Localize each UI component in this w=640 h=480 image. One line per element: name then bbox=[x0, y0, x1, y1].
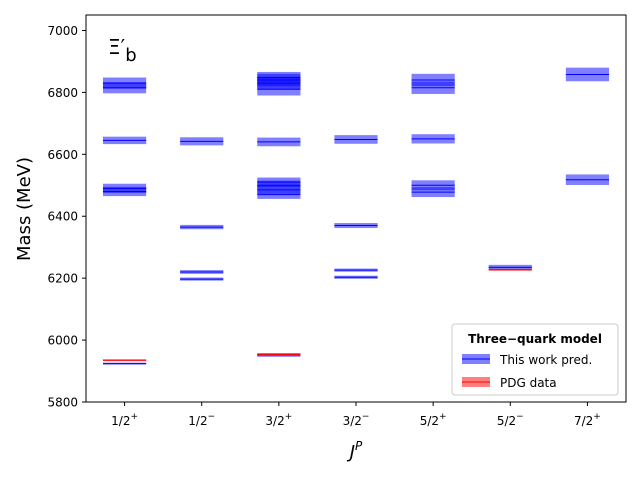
data-marks bbox=[102, 67, 610, 365]
x-tick-label-parity: − bbox=[208, 412, 216, 422]
legend: Three−quark model This work pred. PDG da… bbox=[451, 323, 619, 396]
x-tick-label: 3/2+ bbox=[265, 412, 292, 428]
x-tick-label-parity: + bbox=[130, 412, 138, 422]
y-axis: 5800 6000 6200 6400 6600 6800 7000 bbox=[47, 24, 86, 410]
x-tick-label-base: 5/2 bbox=[420, 414, 439, 428]
x-tick-label-base: 7/2 bbox=[574, 414, 593, 428]
legend-label-prediction: This work pred. bbox=[499, 353, 592, 367]
x-tick-label-base: 1/2 bbox=[111, 414, 130, 428]
x-tick-label: 1/2+ bbox=[111, 412, 138, 428]
x-axis-label: JP bbox=[347, 439, 363, 463]
y-axis-label: Mass (MeV) bbox=[14, 157, 35, 261]
x-tick-label-parity: + bbox=[285, 412, 293, 422]
particle-label: Ξ′b bbox=[108, 35, 137, 66]
y-tick-label: 6800 bbox=[47, 86, 78, 100]
x-tick-label: 5/2+ bbox=[420, 412, 447, 428]
y-tick-label: 6400 bbox=[47, 210, 78, 224]
x-tick-label-parity: − bbox=[362, 412, 370, 422]
x-tick-label: 1/2− bbox=[188, 412, 215, 428]
x-tick-label: 3/2− bbox=[343, 412, 370, 428]
x-tick-label-parity: − bbox=[516, 412, 524, 422]
x-tick-label-base: 5/2 bbox=[497, 414, 516, 428]
x-axis-label-superscript: P bbox=[355, 439, 363, 453]
legend-box bbox=[451, 323, 619, 396]
x-tick-label-base: 3/2 bbox=[343, 414, 362, 428]
y-tick-label: 6200 bbox=[47, 272, 78, 286]
x-tick-label: 7/2+ bbox=[574, 412, 601, 428]
y-tick-label: 7000 bbox=[47, 24, 78, 38]
x-tick-label-base: 3/2 bbox=[265, 414, 284, 428]
x-tick-label-parity: + bbox=[593, 412, 601, 422]
x-tick-label-parity: + bbox=[439, 412, 447, 422]
particle-subscript: b bbox=[125, 45, 136, 66]
x-tick-label: 5/2− bbox=[497, 412, 524, 428]
y-tick-label: 6600 bbox=[47, 148, 78, 162]
x-axis: 1/2+ 1/2− 3/2+ 3/2− 5/2+ 5/2− 7/2+ bbox=[111, 402, 601, 428]
legend-label-pdg: PDG data bbox=[500, 376, 557, 390]
legend-title: Three−quark model bbox=[468, 332, 602, 346]
x-tick-label-base: 1/2 bbox=[188, 414, 207, 428]
y-tick-label: 5800 bbox=[47, 396, 78, 410]
y-tick-label: 6000 bbox=[47, 334, 78, 348]
